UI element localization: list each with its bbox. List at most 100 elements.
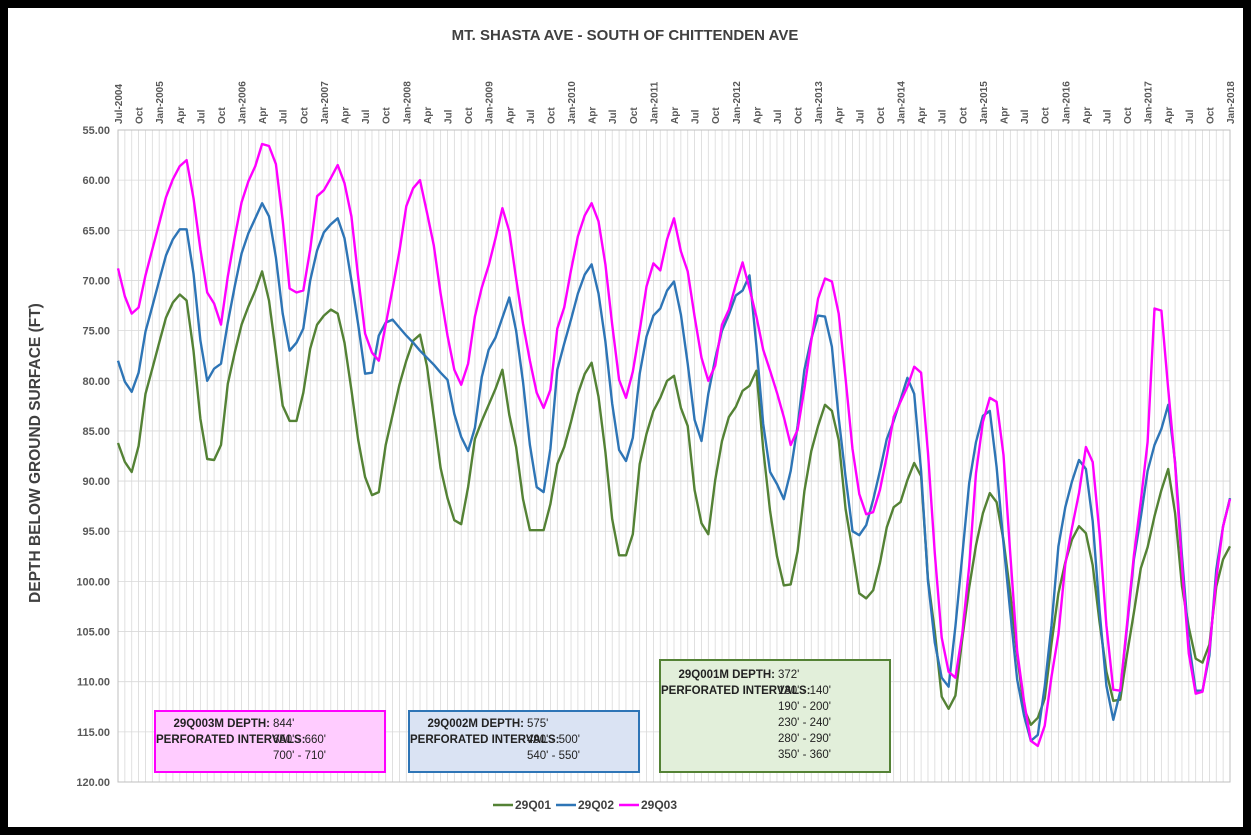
- x-tick-label: Apr: [835, 107, 846, 124]
- x-tick-label: Jul: [691, 109, 702, 124]
- x-tick-label: Jul: [361, 109, 372, 124]
- x-tick-label: Jan-2005: [155, 81, 166, 124]
- x-tick-label: Jul: [1102, 109, 1113, 124]
- x-tick-label: Oct: [135, 107, 146, 124]
- series-line-29q02: [116, 202, 1232, 743]
- x-tick-label: Apr: [999, 107, 1010, 124]
- y-tick-label: 105.00: [76, 627, 110, 639]
- y-tick-label: 90.00: [82, 476, 110, 488]
- y-tick-label: 115.00: [77, 727, 110, 739]
- x-tick-label: Oct: [876, 107, 887, 124]
- x-tick-label: Oct: [464, 107, 475, 124]
- interval-value: 230' - 240': [778, 717, 831, 729]
- intervals-label: PERFORATED INTERVALS:: [410, 734, 560, 746]
- y-tick-label: 70.00: [82, 275, 110, 287]
- x-tick-label: Oct: [546, 107, 557, 124]
- intervals-label: PERFORATED INTERVALS:: [661, 685, 811, 697]
- y-tick-label: 100.00: [76, 576, 110, 588]
- annotation-29q001m: 29Q001M DEPTH: 372' PERFORATED INTERVALS:…: [659, 659, 891, 773]
- depth-value: 844': [273, 718, 295, 730]
- x-tick-label: Apr: [588, 107, 599, 124]
- y-tick-label: 55.00: [82, 125, 110, 137]
- depth-label: 29Q003M DEPTH:: [173, 718, 270, 730]
- x-tick-label: Oct: [299, 107, 310, 124]
- legend-label: 29Q02: [578, 798, 614, 812]
- x-tick-label: Jan-2012: [732, 81, 743, 124]
- x-tick-label: Apr: [423, 107, 434, 124]
- depth-label: 29Q002M DEPTH:: [427, 718, 524, 730]
- x-tick-label: Apr: [752, 107, 763, 124]
- x-tick-label: Jul: [938, 109, 949, 124]
- y-axis-label: DEPTH BELOW GROUND SURFACE (FT): [27, 303, 44, 603]
- x-tick-label: Jul: [855, 109, 866, 124]
- x-tick-label: Apr: [1164, 107, 1175, 124]
- x-tick-label: Jan-2017: [1144, 81, 1155, 124]
- grid-lines: [117, 129, 1231, 783]
- x-tick-label: Jan-2018: [1226, 81, 1237, 124]
- x-tick-label: Apr: [917, 107, 928, 124]
- x-tick-label: Jul: [1020, 109, 1031, 124]
- x-tick-label: Oct: [1123, 107, 1134, 124]
- interval-value: 190' - 200': [778, 701, 831, 713]
- x-tick-label: Apr: [505, 107, 516, 124]
- interval-value: 130' - 140': [778, 685, 831, 697]
- x-tick-label: Oct: [958, 107, 969, 124]
- x-tick-label: Oct: [382, 107, 393, 124]
- x-tick-label: Jan-2013: [814, 81, 825, 124]
- x-tick-label: Apr: [258, 107, 269, 124]
- x-tick-label: Apr: [670, 107, 681, 124]
- x-tick-label: Jan-2010: [567, 81, 578, 124]
- interval-value: 700' - 710': [273, 750, 326, 762]
- x-tick-label: Jul: [279, 109, 290, 124]
- interval-value: 280' - 290': [778, 733, 831, 745]
- interval-value: 490' - 500': [527, 734, 580, 746]
- line-chart: MT. SHASTA AVE - SOUTH OF CHITTENDEN AVE…: [27, 27, 1237, 812]
- x-tick-label: Apr: [341, 107, 352, 124]
- x-tick-label: Jan-2006: [238, 81, 249, 124]
- series-line-29q01: [116, 270, 1232, 726]
- y-axis: 55.00 60.00 65.00 70.00 75.00 80.00 85.00 90.00…: [76, 125, 110, 789]
- y-tick-label: 60.00: [82, 175, 110, 187]
- series-lines: [116, 142, 1232, 748]
- y-tick-label: 75.00: [82, 326, 110, 338]
- x-tick-label: Jan-2014: [897, 81, 908, 124]
- x-tick-label: Jan-2011: [649, 81, 660, 124]
- x-tick-label: Jul-2004: [114, 84, 125, 124]
- legend-label: 29Q01: [515, 798, 551, 812]
- legend-label: 29Q03: [641, 798, 677, 812]
- x-tick-label: Jul: [773, 109, 784, 124]
- interval-value: 650' - 660': [273, 734, 326, 746]
- y-tick-label: 120.00: [76, 777, 110, 789]
- x-tick-label: Jul: [1185, 109, 1196, 124]
- interval-value: 540' - 550': [527, 750, 580, 762]
- x-tick-label: Jan-2007: [320, 81, 331, 124]
- chart-frame: MT. SHASTA AVE - SOUTH OF CHITTENDEN AVE…: [8, 8, 1243, 827]
- x-tick-label: Jul: [443, 109, 454, 124]
- annotation-29q002m: 29Q002M DEPTH: 575' PERFORATED INTERVALS:…: [408, 710, 640, 773]
- x-tick-label: Jul: [526, 109, 537, 124]
- x-tick-label: Jan-2016: [1061, 81, 1072, 124]
- x-tick-label: Oct: [711, 107, 722, 124]
- x-axis: Jul-2004 Oct Jan-2005 Apr Jul Oct Jan-2006 Apr J…: [114, 81, 1237, 124]
- y-tick-label: 65.00: [82, 225, 110, 237]
- x-tick-label: Jan-2008: [402, 81, 413, 124]
- x-tick-label: Oct: [629, 107, 640, 124]
- depth-value: 575': [527, 718, 549, 730]
- x-tick-label: Apr: [176, 107, 187, 124]
- x-tick-label: Jul: [196, 109, 207, 124]
- x-tick-label: Apr: [1082, 107, 1093, 124]
- interval-value: 350' - 360': [778, 749, 831, 761]
- y-tick-label: 110.00: [77, 677, 110, 689]
- x-tick-label: Oct: [217, 107, 228, 124]
- legend: 29Q01 29Q02 29Q03: [493, 798, 677, 812]
- annotation-29q003m: 29Q003M DEPTH: 844' PERFORATED INTERVALS:…: [154, 710, 386, 773]
- x-tick-label: Jan-2015: [979, 81, 990, 124]
- intervals-label: PERFORATED INTERVALS:: [156, 734, 306, 746]
- x-tick-label: Jan-2009: [485, 81, 496, 124]
- x-tick-label: Oct: [1205, 107, 1216, 124]
- y-tick-label: 85.00: [82, 426, 110, 438]
- y-tick-label: 80.00: [82, 376, 110, 388]
- plot-area-border: [117, 129, 1231, 783]
- depth-value: 372': [778, 669, 800, 681]
- x-tick-label: Oct: [794, 107, 805, 124]
